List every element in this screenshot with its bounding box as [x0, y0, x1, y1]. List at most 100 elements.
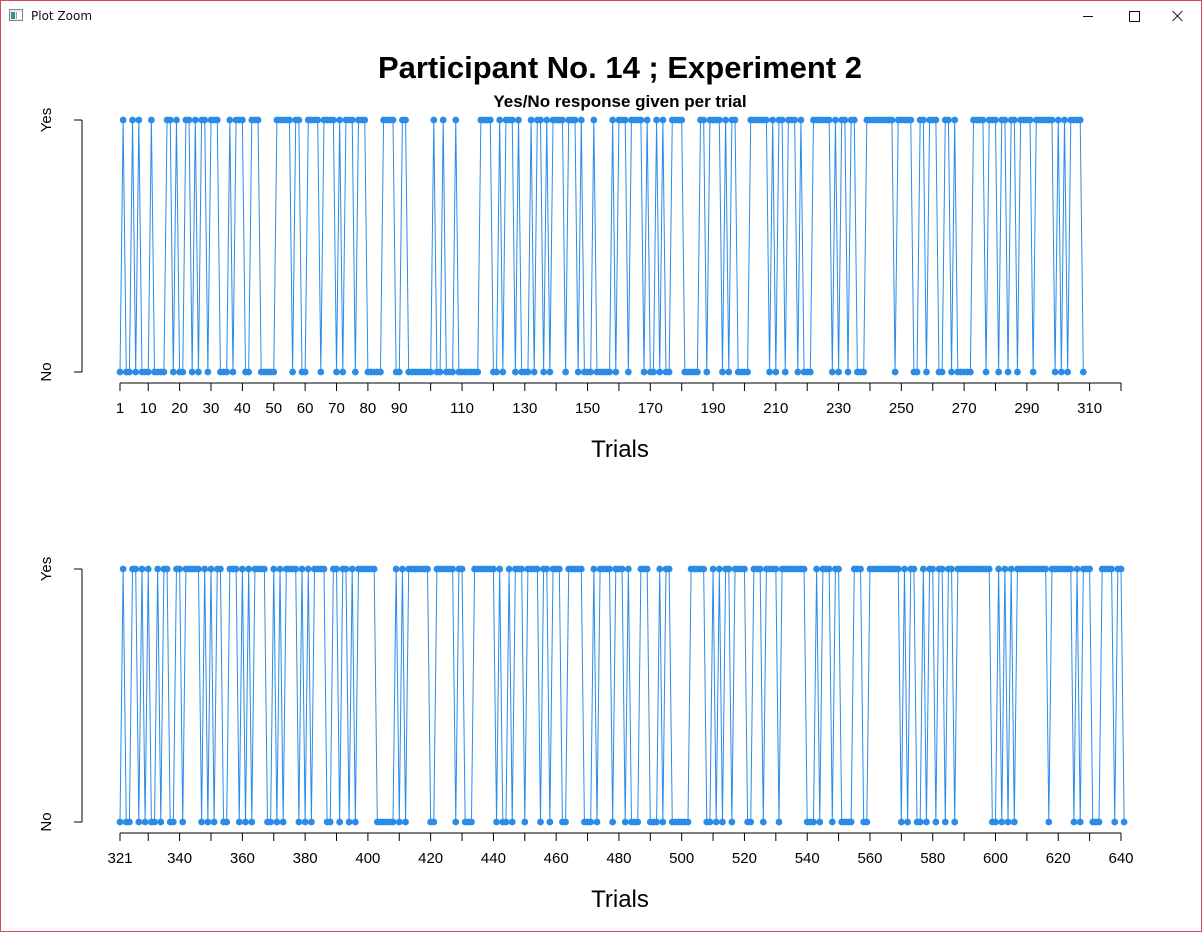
data-point: [527, 116, 535, 124]
y-tick-label: Yes: [38, 557, 55, 581]
x-tick-label: 70: [328, 400, 345, 417]
x-tick-label: 190: [701, 400, 726, 417]
data-point: [860, 368, 868, 376]
data-point: [995, 565, 1003, 573]
data-point: [985, 565, 993, 573]
data-point: [543, 116, 551, 124]
data-point: [147, 116, 155, 124]
data-point: [345, 818, 353, 826]
data-point: [163, 565, 171, 573]
data-point: [232, 565, 240, 573]
data-point: [198, 818, 205, 826]
data-point: [1007, 565, 1015, 573]
data-point: [945, 116, 952, 124]
data-point: [791, 116, 799, 124]
data-point: [173, 116, 180, 124]
data-point: [493, 818, 500, 826]
data-point: [490, 565, 497, 573]
close-button[interactable]: [1155, 1, 1201, 31]
x-tick-label: 80: [360, 400, 377, 417]
y-tick-label: Yes: [38, 108, 55, 132]
data-point: [624, 565, 632, 573]
data-point: [273, 818, 281, 826]
data-point: [502, 818, 510, 826]
x-tick-label: 60: [297, 400, 314, 417]
x-tick-label: 130: [512, 400, 537, 417]
data-point: [348, 116, 356, 124]
data-point: [223, 368, 231, 376]
x-tick-label: 580: [920, 850, 945, 867]
maximize-button[interactable]: [1111, 1, 1157, 31]
x-tick-label: 640: [1108, 850, 1133, 867]
data-point: [336, 116, 344, 124]
data-point: [932, 116, 940, 124]
data-point: [308, 818, 315, 826]
data-point: [169, 368, 177, 376]
data-point: [546, 818, 554, 826]
data-point: [744, 368, 751, 376]
data-point: [245, 565, 253, 573]
data-point: [763, 116, 770, 124]
data-point: [1029, 368, 1037, 376]
data-point: [841, 116, 849, 124]
data-point: [916, 818, 924, 826]
data-point: [267, 818, 275, 826]
minimize-icon: [1083, 15, 1093, 17]
data-point: [389, 818, 397, 826]
data-point: [333, 368, 340, 376]
data-point: [574, 368, 582, 376]
response-plot: Participant No. 14 ; Experiment 2 Yes/No…: [38, 50, 1134, 913]
data-point: [825, 565, 833, 573]
data-point: [571, 116, 579, 124]
data-point: [1117, 565, 1125, 573]
data-point: [242, 818, 249, 826]
data-point: [555, 565, 563, 573]
data-point: [276, 565, 284, 573]
data-point: [932, 818, 940, 826]
data-point: [904, 818, 912, 826]
data-point: [847, 818, 855, 826]
x-tick-label: 600: [983, 850, 1008, 867]
x-tick-label: 50: [265, 400, 282, 417]
data-point: [201, 565, 209, 573]
x-tick-label: 620: [1046, 850, 1071, 867]
data-point: [979, 116, 987, 124]
x-tick-label: 400: [355, 850, 380, 867]
data-point: [546, 368, 554, 376]
data-point: [1108, 565, 1115, 573]
data-point: [1042, 565, 1050, 573]
data-point: [395, 368, 403, 376]
minimize-button[interactable]: [1065, 1, 1111, 31]
data-point: [1026, 116, 1034, 124]
data-point: [844, 368, 852, 376]
data-point: [700, 116, 708, 124]
data-point: [229, 368, 237, 376]
data-point: [766, 368, 773, 376]
data-point: [650, 368, 657, 376]
data-point: [314, 116, 322, 124]
data-point: [693, 368, 701, 376]
data-point: [402, 818, 409, 826]
x-axis-label: Trials: [591, 886, 649, 913]
data-point: [116, 818, 124, 826]
data-point: [706, 818, 714, 826]
data-point: [659, 818, 667, 826]
data-point: [141, 818, 149, 826]
data-point: [850, 116, 858, 124]
data-point: [941, 818, 949, 826]
data-point: [643, 565, 651, 573]
data-point: [295, 818, 303, 826]
x-tick-label: 340: [167, 850, 192, 867]
window-titlebar[interactable]: Plot Zoom: [1, 1, 1201, 31]
x-tick-label: 420: [418, 850, 443, 867]
data-point: [144, 368, 152, 376]
data-point: [439, 116, 447, 124]
data-point: [810, 818, 817, 826]
data-point: [772, 368, 780, 376]
data-point: [756, 565, 764, 573]
data-point: [245, 368, 253, 376]
data-point: [333, 565, 340, 573]
data-point: [427, 368, 435, 376]
data-point: [329, 116, 337, 124]
data-point: [982, 368, 990, 376]
